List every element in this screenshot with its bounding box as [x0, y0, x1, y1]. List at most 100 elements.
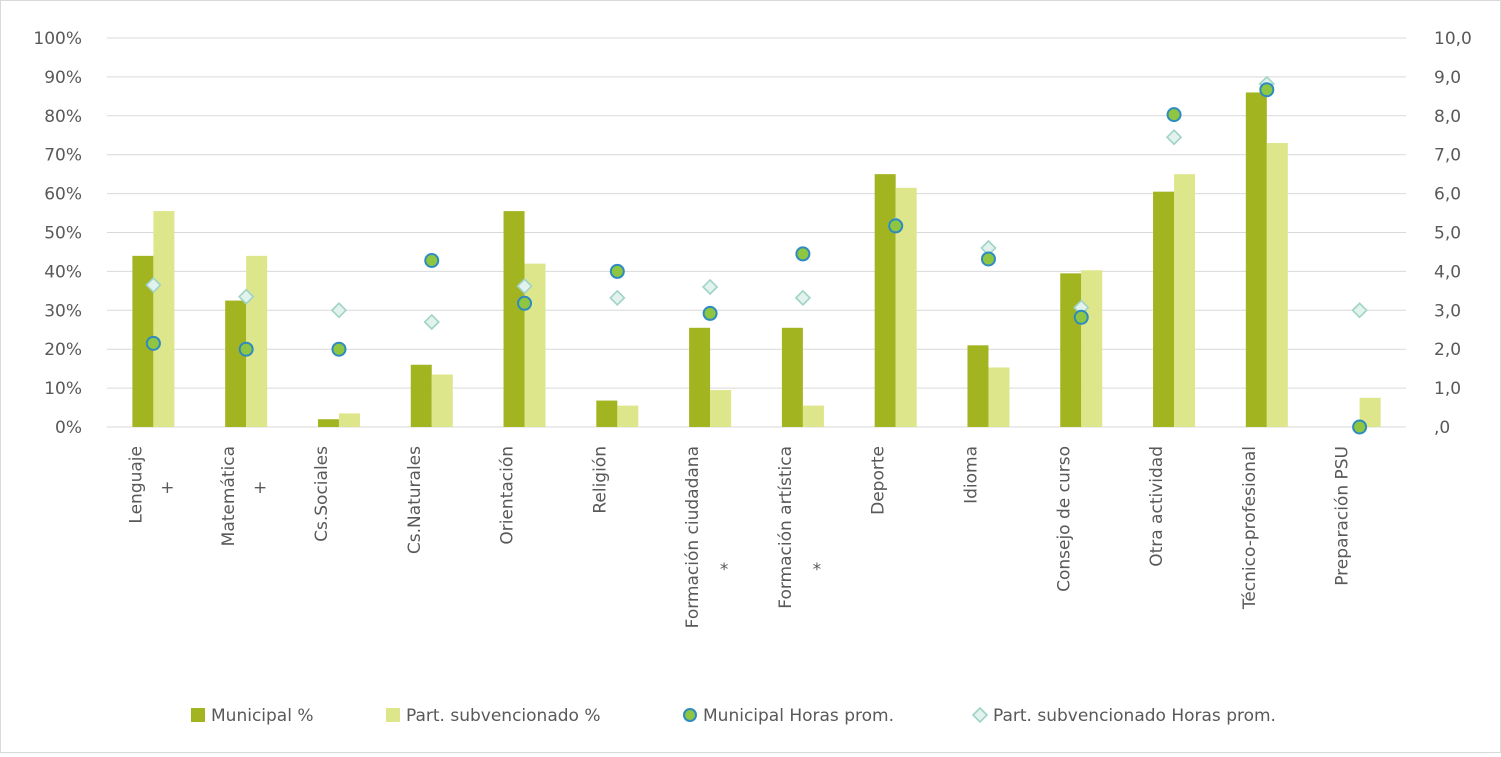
marker-municipal-horas [1352, 419, 1368, 435]
right-tick-label: ,0 [1434, 418, 1450, 438]
bar-municipal [225, 300, 247, 427]
category-label: Preparación PSU [1333, 446, 1353, 586]
left-tick-label: 90% [44, 68, 82, 88]
marker-part-subvencionado-horas [794, 289, 812, 306]
bar-municipal [1060, 273, 1082, 427]
marker-part-subvencionado-horas [330, 302, 348, 319]
marker-part-subvencionado-horas [1165, 129, 1183, 146]
category-label: Cs.Naturales [405, 446, 425, 554]
left-tick-label: 100% [33, 29, 82, 49]
bar-part-subvencionado [802, 405, 824, 427]
right-axis: ,0 1,0 2,0 3,0 4,0 5,0 6,0 7,0 8,0 9,0 10,0 [1434, 29, 1472, 438]
marker-part-subvencionado-horas [423, 313, 440, 331]
marker-part-subvencionado-horas [238, 288, 255, 305]
bars [132, 92, 1381, 428]
marker-municipal-horas [1166, 107, 1182, 123]
category-label: Deporte [869, 446, 889, 515]
left-axis: 0% 10% 20% 30% 40% 50% 60% 70% 80% 90% 100% [33, 29, 82, 438]
right-tick-label: 10,0 [1434, 29, 1472, 49]
left-tick-label: 20% [44, 340, 82, 360]
legend-swatch [386, 708, 400, 722]
category-label: Religión [590, 446, 610, 514]
legend-swatch [971, 706, 989, 724]
left-tick-label: 50% [44, 224, 82, 244]
left-tick-label: 40% [44, 262, 82, 282]
marker-part-subvencionado-horas [145, 276, 162, 294]
marker-part-subvencionado-horas [701, 278, 719, 296]
right-tick-label: 7,0 [1434, 146, 1461, 166]
marker-municipal-horas [331, 341, 347, 357]
marker-municipal-horas [1073, 309, 1089, 325]
category-label: Consejo de curso [1054, 446, 1074, 592]
bar-part-subvencionado [710, 390, 732, 427]
marker-part-subvencionado-horas [1351, 302, 1368, 319]
bar-part-subvencionado [895, 187, 917, 427]
legend-label: Municipal % [211, 706, 314, 726]
bar-part-subvencionado [246, 255, 268, 427]
bar-part-subvencionado [617, 405, 639, 427]
legend-label: Municipal Horas prom. [703, 706, 894, 726]
bar-municipal [132, 255, 154, 427]
category-mark: * [813, 560, 822, 580]
bar-part-subvencionado [338, 413, 360, 427]
left-tick-label: 10% [44, 379, 82, 399]
bar-municipal [689, 327, 711, 427]
marker-municipal-horas [1259, 82, 1275, 98]
bar-part-subvencionado [1174, 174, 1196, 427]
left-tick-label: 80% [44, 107, 82, 127]
category-labels: Lenguaje + Matemática + Cs.Sociales Cs.Natura… [126, 446, 1352, 628]
left-tick-label: 0% [55, 418, 82, 438]
category-mark: + [160, 478, 174, 498]
category-mark: * [720, 560, 729, 580]
right-tick-label: 2,0 [1434, 340, 1461, 360]
category-label: Formación ciudadana [683, 446, 703, 628]
marker-part-subvencionado-horas [609, 289, 626, 306]
bar-municipal [1153, 191, 1175, 427]
marker-municipal-horas [238, 341, 254, 357]
bar-municipal [781, 327, 803, 427]
left-tick-label: 30% [44, 301, 82, 321]
category-label: Matemática [219, 446, 239, 546]
marker-municipal-horas [609, 263, 625, 279]
category-label: Formación artística [776, 446, 796, 609]
bar-municipal [967, 345, 989, 427]
right-tick-label: 3,0 [1434, 301, 1461, 321]
marker-municipal-horas [888, 218, 904, 234]
legend-swatch [683, 708, 697, 722]
category-label: Otra actividad [1147, 446, 1167, 567]
bar-municipal [503, 211, 525, 427]
bar-part-subvencionado [1081, 270, 1103, 427]
category-mark: + [253, 478, 267, 498]
gridlines [107, 37, 1406, 428]
category-label: Cs.Sociales [312, 446, 332, 542]
category-label: Orientación [498, 446, 518, 545]
bar-part-subvencionado [988, 367, 1010, 427]
markers [145, 75, 1368, 435]
right-tick-label: 6,0 [1434, 185, 1461, 205]
legend-label: Part. subvencionado % [406, 706, 601, 726]
legend: Municipal % Part. subvencionado % Municipa… [191, 706, 1276, 726]
legend-label: Part. subvencionado Horas prom. [993, 706, 1276, 726]
left-tick-label: 70% [44, 146, 82, 166]
right-tick-label: 9,0 [1434, 68, 1461, 88]
marker-municipal-horas [517, 295, 533, 311]
marker-municipal-horas [980, 251, 996, 267]
right-tick-label: 1,0 [1434, 379, 1461, 399]
bar-municipal [410, 364, 432, 427]
marker-municipal-horas [702, 305, 718, 321]
bar-municipal [596, 400, 618, 427]
category-label: Lenguaje [126, 446, 146, 524]
bar-municipal [874, 174, 896, 427]
category-label: Técnico-profesional [1240, 446, 1260, 610]
marker-municipal-horas [424, 253, 440, 269]
marker-municipal-horas [795, 246, 811, 262]
category-label: Idioma [961, 446, 981, 504]
marker-municipal-horas [145, 335, 161, 351]
legend-swatch [191, 708, 205, 722]
right-tick-label: 8,0 [1434, 107, 1461, 127]
bar-part-subvencionado [1266, 143, 1288, 427]
bar-municipal [317, 419, 339, 427]
bar-part-subvencionado [153, 211, 175, 427]
